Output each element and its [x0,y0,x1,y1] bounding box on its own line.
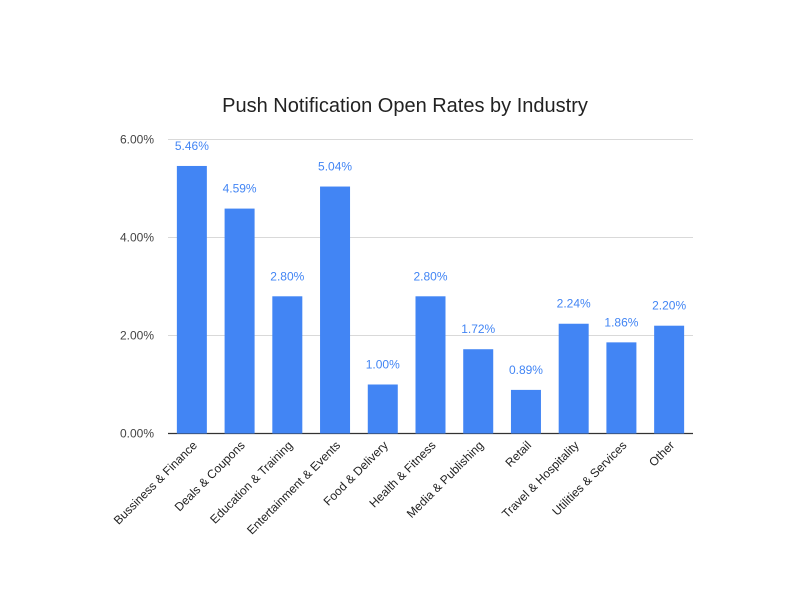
bar [415,296,446,434]
bars [176,165,685,434]
data-label: 2.80% [270,269,304,283]
data-label: 5.04% [318,160,352,174]
x-tick-label: Entertainment & Events [244,438,343,537]
data-label: 0.89% [509,363,543,377]
data-label: 1.72% [461,322,495,336]
data-label: 4.59% [223,182,257,196]
y-axis: 0.00% 2.00% 4.00% 6.00% [120,133,154,441]
bar [463,349,494,434]
x-tick-label: Retail [502,438,534,470]
x-tick-label: Education & Training [207,438,295,526]
y-tick-label: 2.00% [120,329,154,343]
chart-title: Push Notification Open Rates by Industry [222,95,588,117]
y-tick-label: 4.00% [120,231,154,245]
data-label: 2.24% [557,297,591,311]
bar [558,323,589,434]
data-label: 5.46% [175,139,209,153]
bar [272,296,303,434]
data-label: 1.86% [604,315,638,329]
bar [320,186,351,434]
bar [606,342,637,434]
bar [654,325,685,434]
data-label: 2.80% [413,269,447,283]
x-tick-label: Other [646,438,677,469]
data-label: 2.20% [652,299,686,313]
bar [510,389,541,434]
y-tick-label: 0.00% [120,427,154,441]
x-tick-label: Bussiness & Finance [111,438,200,527]
data-label: 1.00% [366,358,400,372]
bar [367,384,398,434]
bar [224,208,255,434]
bar [176,165,207,434]
data-labels: 5.46% 4.59% 2.80% 5.04% 1.00% 2.80% 1.72% 0.89%… [175,139,687,377]
y-tick-label: 6.00% [120,133,154,147]
